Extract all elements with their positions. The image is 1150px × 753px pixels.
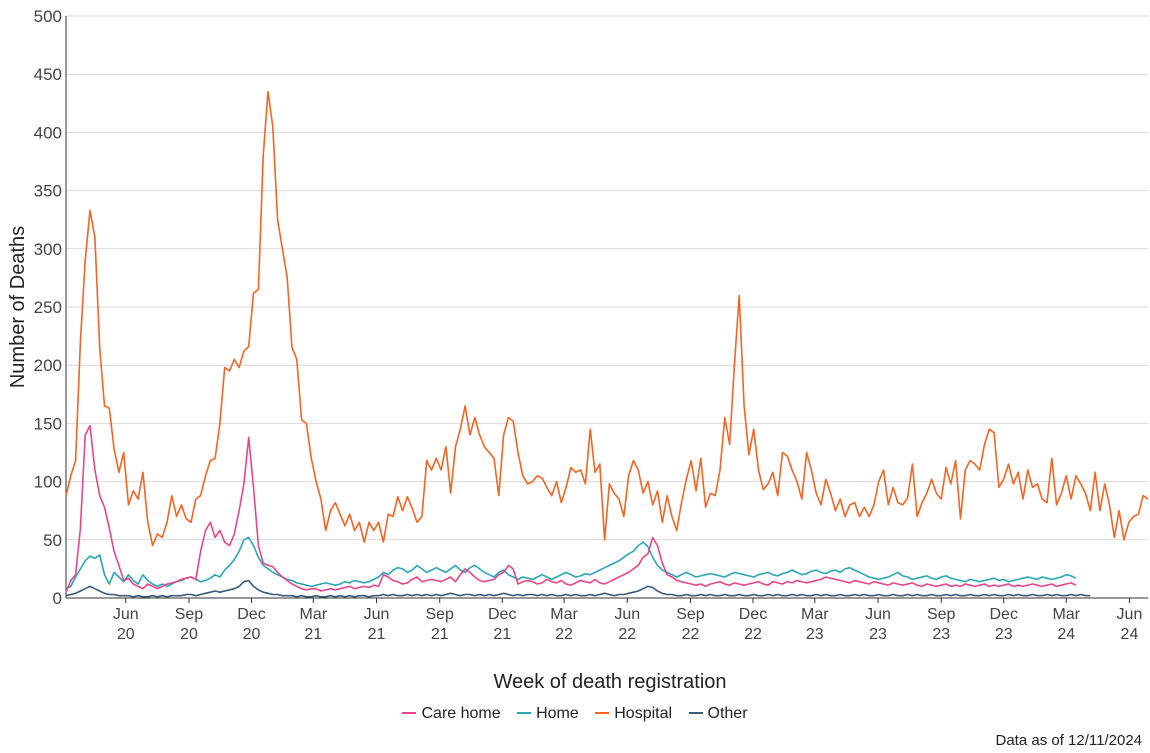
legend-item-hospital: Hospital	[595, 705, 672, 723]
x-tick-month-label: Sep	[927, 606, 956, 623]
y-tick-label: 50	[43, 531, 62, 550]
legend-swatch-care-home	[402, 711, 417, 714]
chart-legend: Care home Home Hospital Other	[0, 705, 1150, 723]
x-tick-month-label: Sep	[676, 606, 705, 623]
x-tick-year-label: 23	[806, 626, 824, 643]
x-tick-month-label: Mar	[300, 606, 328, 623]
x-tick-month-label: Dec	[739, 606, 767, 623]
series-line-home	[65, 536, 1077, 590]
x-tick-year-label: 23	[869, 626, 887, 643]
legend-label-other: Other	[707, 705, 748, 722]
x-tick-month-label: Jun	[1117, 606, 1143, 623]
x-tick-month-label: Mar	[801, 606, 829, 623]
y-tick-label: 0	[53, 589, 62, 608]
x-tick-month-label: Dec	[488, 606, 516, 623]
x-tick-year-label: 24	[1121, 626, 1139, 643]
y-tick-label: 350	[34, 182, 62, 201]
x-tick-year-label: 22	[682, 626, 700, 643]
x-tick-year-label: 22	[555, 626, 573, 643]
legend-label-care-home: Care home	[421, 705, 501, 722]
series-line-care-home	[65, 424, 1077, 593]
y-tick-label: 250	[34, 298, 62, 317]
y-tick-label: 450	[34, 65, 62, 84]
x-tick-month-label: Mar	[1052, 606, 1080, 623]
legend-item-other: Other	[688, 705, 748, 723]
x-axis-title: Week of death registration	[493, 671, 726, 693]
x-tick-year-label: 22	[744, 626, 762, 643]
y-axis-title: Number of Deaths	[7, 226, 29, 388]
x-tick-year-label: 23	[995, 626, 1013, 643]
y-tick-label: 200	[34, 356, 62, 375]
y-tick-label: 400	[34, 123, 62, 142]
x-tick-year-label: 20	[243, 626, 261, 643]
x-tick-month-label: Jun	[364, 606, 390, 623]
x-tick-year-label: 24	[1057, 626, 1075, 643]
legend-swatch-hospital	[595, 711, 610, 714]
x-tick-month-label: Mar	[550, 606, 578, 623]
x-tick-month-label: Jun	[614, 606, 640, 623]
x-tick-year-label: 21	[304, 626, 322, 643]
legend-item-care-home: Care home	[402, 705, 501, 723]
data-as-of-note: Data as of 12/11/2024	[995, 732, 1143, 749]
legend-label-home: Home	[536, 705, 579, 722]
y-tick-label: 150	[34, 414, 62, 433]
x-tick-year-label: 21	[368, 626, 386, 643]
legend-swatch-other	[688, 711, 703, 714]
x-tick-month-label: Jun	[865, 606, 891, 623]
series-line-other	[65, 579, 1091, 598]
y-tick-label: 300	[34, 240, 62, 259]
x-tick-year-label: 20	[117, 626, 135, 643]
x-tick-month-label: Dec	[990, 606, 1018, 623]
legend-label-hospital: Hospital	[614, 705, 673, 722]
x-tick-month-label: Sep	[425, 606, 454, 623]
legend-item-home: Home	[517, 705, 579, 723]
x-tick-month-label: Dec	[237, 606, 265, 623]
x-tick-year-label: 23	[932, 626, 950, 643]
series-line-hospital	[65, 90, 1149, 547]
y-tick-label: 100	[34, 473, 62, 492]
y-tick-label: 500	[34, 7, 62, 26]
x-tick-month-label: Sep	[175, 606, 204, 623]
line-chart: 0 50 100 150 200 250 300 350 400 450 500 Jun 20 Sep 20…	[7, 7, 1149, 693]
x-tick-month-label: Jun	[113, 606, 139, 623]
legend-swatch-home	[517, 711, 532, 714]
x-tick-year-label: 21	[431, 626, 449, 643]
x-tick-year-label: 21	[493, 626, 511, 643]
x-tick-year-label: 22	[618, 626, 636, 643]
x-tick-year-label: 20	[180, 626, 198, 643]
